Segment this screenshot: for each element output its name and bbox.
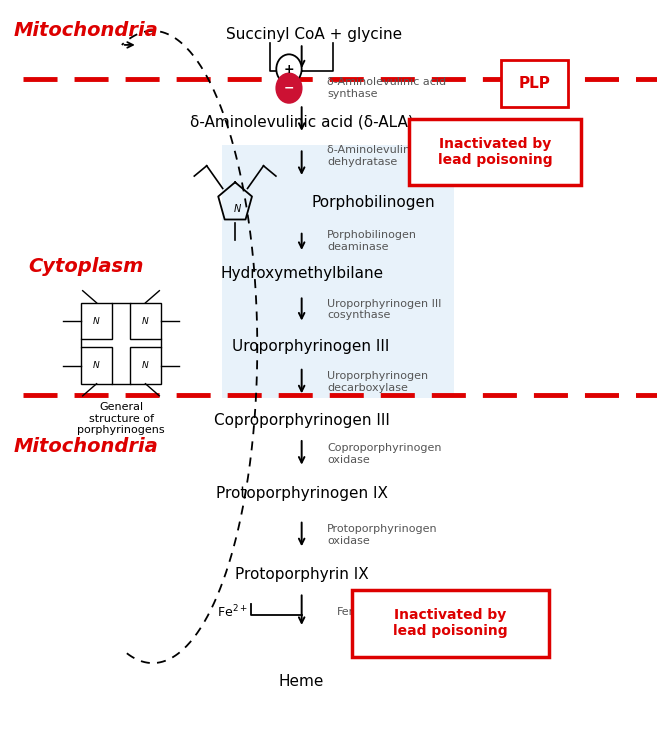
Text: Uroporphyrinogen
decarboxylase: Uroporphyrinogen decarboxylase — [327, 371, 428, 393]
Text: Heme: Heme — [279, 674, 324, 689]
Text: N: N — [93, 361, 100, 370]
Text: N: N — [93, 317, 100, 325]
Text: Uroporphyrinogen III
cosynthase: Uroporphyrinogen III cosynthase — [327, 299, 442, 320]
Text: Coproporphyrinogen
oxidase: Coproporphyrinogen oxidase — [327, 444, 442, 465]
Text: Inactivated by
lead poisoning: Inactivated by lead poisoning — [393, 608, 508, 638]
Text: Uroporphyrinogen III: Uroporphyrinogen III — [232, 339, 390, 354]
Text: N: N — [234, 204, 241, 214]
FancyBboxPatch shape — [501, 61, 568, 107]
FancyBboxPatch shape — [353, 590, 549, 658]
FancyBboxPatch shape — [409, 119, 580, 185]
Text: δ-Aminolevulinic acid (δ-ALA): δ-Aminolevulinic acid (δ-ALA) — [190, 114, 413, 129]
Text: Fe$^{2+}$: Fe$^{2+}$ — [217, 604, 248, 620]
Text: N: N — [142, 361, 149, 370]
Circle shape — [276, 55, 301, 83]
Text: N: N — [142, 317, 149, 325]
Text: Mitochondria: Mitochondria — [14, 437, 159, 455]
Text: Coproporphyrinogen III: Coproporphyrinogen III — [214, 413, 390, 428]
Text: +: + — [284, 63, 294, 75]
Text: Ferrochelatase: Ferrochelatase — [336, 607, 418, 617]
Text: δ-Aminolevulinic acid
synthase: δ-Aminolevulinic acid synthase — [327, 77, 446, 99]
Text: Succinyl CoA + glycine: Succinyl CoA + glycine — [226, 27, 403, 42]
Text: Porphobilinogen
deaminase: Porphobilinogen deaminase — [327, 230, 417, 252]
Circle shape — [276, 74, 301, 103]
Text: Porphobilinogen: Porphobilinogen — [311, 196, 435, 210]
Text: Protoporphyrin IX: Protoporphyrin IX — [235, 568, 368, 582]
Text: Protoporphyrinogen
oxidase: Protoporphyrinogen oxidase — [327, 525, 438, 546]
Text: Mitochondria: Mitochondria — [14, 21, 159, 41]
Text: Cytoplasm: Cytoplasm — [28, 257, 144, 275]
Text: PLP: PLP — [519, 76, 551, 92]
Text: Inactivated by
lead poisoning: Inactivated by lead poisoning — [438, 137, 552, 168]
Text: Hydroxymethylbilane: Hydroxymethylbilane — [220, 266, 383, 281]
Text: −: − — [284, 82, 294, 94]
Text: Protoporphyrinogen IX: Protoporphyrinogen IX — [216, 486, 388, 502]
Text: General
structure of
porphyrinogens: General structure of porphyrinogens — [77, 402, 164, 435]
FancyBboxPatch shape — [222, 145, 454, 399]
Text: δ-Aminolevulinic acid
dehydratase: δ-Aminolevulinic acid dehydratase — [327, 145, 446, 167]
